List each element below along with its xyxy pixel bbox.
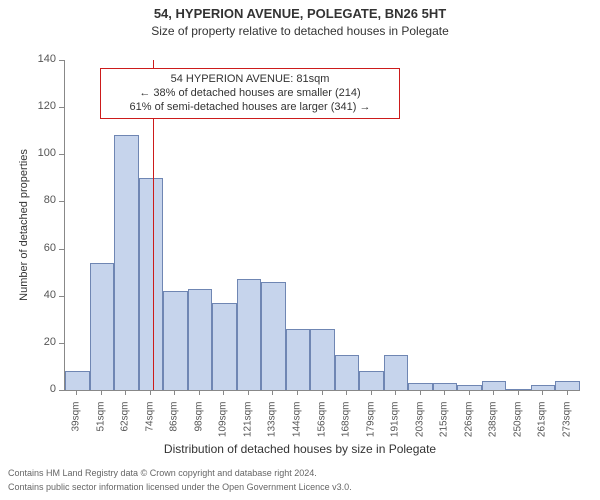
annotation-line: 61% of semi-detached houses are larger (… xyxy=(105,101,395,115)
x-tick-label: 62sqm xyxy=(120,402,131,450)
x-tick-mark xyxy=(346,390,347,395)
histogram-bar xyxy=(65,371,90,390)
histogram-bar xyxy=(555,381,580,390)
y-tick-label: 60 xyxy=(24,242,56,254)
x-tick-label: 98sqm xyxy=(193,402,204,450)
x-tick-label: 179sqm xyxy=(365,402,376,450)
y-tick-mark xyxy=(59,343,64,344)
y-tick-mark xyxy=(59,154,64,155)
histogram-bar xyxy=(433,383,458,390)
y-tick-mark xyxy=(59,390,64,391)
x-tick-mark xyxy=(493,390,494,395)
x-tick-label: 156sqm xyxy=(316,402,327,450)
x-tick-label: 215sqm xyxy=(439,402,450,450)
x-tick-mark xyxy=(469,390,470,395)
histogram-bar xyxy=(408,383,433,390)
histogram-bar xyxy=(335,355,360,390)
x-tick-mark xyxy=(297,390,298,395)
x-tick-label: 168sqm xyxy=(341,402,352,450)
histogram-bar xyxy=(114,135,139,390)
x-tick-mark xyxy=(101,390,102,395)
disclaimer-line-1: Contains HM Land Registry data © Crown c… xyxy=(8,468,317,478)
y-tick-label: 100 xyxy=(24,147,56,159)
y-tick-mark xyxy=(59,60,64,61)
x-tick-label: 39sqm xyxy=(71,402,82,450)
x-tick-mark xyxy=(542,390,543,395)
x-tick-label: 109sqm xyxy=(218,402,229,450)
y-tick-mark xyxy=(59,201,64,202)
y-tick-label: 40 xyxy=(24,289,56,301)
annotation-box: 54 HYPERION AVENUE: 81sqm← 38% of detach… xyxy=(100,68,400,119)
chart-title: 54, HYPERION AVENUE, POLEGATE, BN26 5HT xyxy=(0,6,600,21)
x-tick-label: 121sqm xyxy=(242,402,253,450)
x-tick-label: 74sqm xyxy=(144,402,155,450)
histogram-bar xyxy=(310,329,335,390)
y-tick-mark xyxy=(59,249,64,250)
y-tick-label: 20 xyxy=(24,336,56,348)
x-tick-label: 250sqm xyxy=(512,402,523,450)
x-tick-label: 203sqm xyxy=(414,402,425,450)
x-tick-mark xyxy=(395,390,396,395)
x-tick-mark xyxy=(371,390,372,395)
y-tick-label: 0 xyxy=(24,383,56,395)
x-tick-mark xyxy=(322,390,323,395)
x-tick-mark xyxy=(518,390,519,395)
y-tick-label: 80 xyxy=(24,194,56,206)
histogram-bar xyxy=(261,282,286,390)
y-tick-label: 140 xyxy=(24,53,56,65)
x-tick-mark xyxy=(150,390,151,395)
x-tick-label: 191sqm xyxy=(390,402,401,450)
histogram-bar xyxy=(139,178,164,390)
y-tick-mark xyxy=(59,107,64,108)
y-tick-label: 120 xyxy=(24,100,56,112)
histogram-bar xyxy=(163,291,188,390)
histogram-bar xyxy=(384,355,409,390)
x-tick-mark xyxy=(272,390,273,395)
x-tick-label: 144sqm xyxy=(291,402,302,450)
x-tick-label: 51sqm xyxy=(95,402,106,450)
x-tick-mark xyxy=(420,390,421,395)
x-tick-mark xyxy=(125,390,126,395)
histogram-bar xyxy=(237,279,262,390)
x-tick-label: 133sqm xyxy=(267,402,278,450)
x-tick-label: 226sqm xyxy=(463,402,474,450)
annotation-line: 54 HYPERION AVENUE: 81sqm xyxy=(105,73,395,87)
x-tick-mark xyxy=(444,390,445,395)
x-tick-mark xyxy=(174,390,175,395)
chart-frame: { "chart": { "type": "histogram", "title… xyxy=(0,0,600,500)
histogram-bar xyxy=(482,381,507,390)
disclaimer-line-2: Contains public sector information licen… xyxy=(8,482,352,492)
histogram-bar xyxy=(212,303,237,390)
x-tick-label: 86sqm xyxy=(169,402,180,450)
x-tick-mark xyxy=(223,390,224,395)
histogram-bar xyxy=(359,371,384,390)
x-tick-label: 273sqm xyxy=(561,402,572,450)
histogram-bar xyxy=(188,289,213,390)
x-tick-mark xyxy=(248,390,249,395)
x-tick-label: 238sqm xyxy=(488,402,499,450)
x-tick-mark xyxy=(567,390,568,395)
x-tick-mark xyxy=(199,390,200,395)
y-tick-mark xyxy=(59,296,64,297)
histogram-bar xyxy=(286,329,311,390)
x-tick-label: 261sqm xyxy=(537,402,548,450)
chart-subtitle: Size of property relative to detached ho… xyxy=(0,24,600,38)
x-tick-mark xyxy=(76,390,77,395)
annotation-line: ← 38% of detached houses are smaller (21… xyxy=(105,87,395,101)
histogram-bar xyxy=(90,263,115,390)
